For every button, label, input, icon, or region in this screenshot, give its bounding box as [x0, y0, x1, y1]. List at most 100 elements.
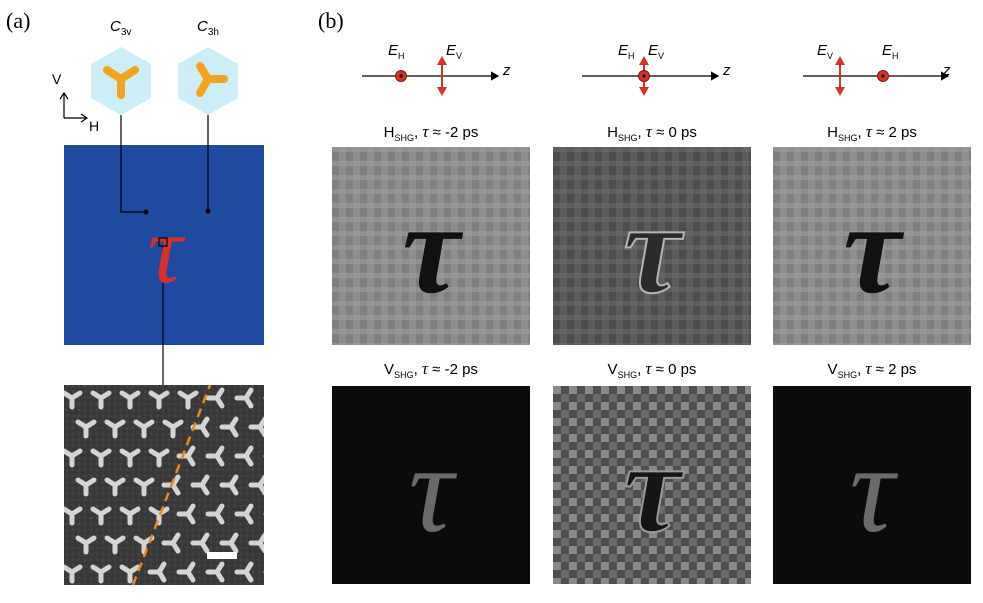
diagram-1 [362, 56, 500, 96]
axis-label-h: H [89, 118, 100, 134]
diagram-1-axis-z: z [503, 62, 511, 79]
hexagon-c3h-icon [178, 47, 238, 115]
sem-trimer [263, 569, 264, 575]
ev-double-arrow-icon [835, 56, 845, 96]
label-c3v: C3v [110, 18, 132, 38]
sem-trimer [219, 532, 239, 554]
sem-trimer [280, 419, 294, 435]
sem-trimer [90, 564, 112, 584]
sem-trimer [263, 453, 264, 459]
shg-image-h-plus2: τ [773, 147, 971, 345]
svg-text:τ: τ [623, 416, 684, 560]
sem-trimer [90, 506, 112, 526]
sem-trimer [263, 511, 264, 517]
tau-sample-glyph: τ [148, 196, 186, 303]
sem-trimer [190, 474, 210, 496]
sem-trimer [119, 390, 141, 410]
sem-trimer [75, 535, 97, 555]
panel-b-label: (b) [318, 8, 344, 33]
sem-trimer [119, 564, 141, 584]
sem-trimer [205, 561, 225, 583]
sem-trimer [147, 561, 167, 583]
shg-image-h-0: τ [553, 147, 751, 345]
diagram-3 [803, 56, 950, 96]
axis-label-v: V [52, 71, 62, 87]
diagram-2 [582, 56, 720, 96]
panel-a-label: (a) [6, 8, 31, 33]
sem-trimer [133, 477, 155, 497]
sem-trimer [234, 561, 254, 583]
sem-trimer [119, 448, 141, 468]
sem-trimer [219, 416, 239, 438]
scale-bar [207, 552, 237, 559]
sem-trimer [64, 506, 83, 526]
caption-v-shg-minus2: VSHG, τ ≈ -2 ps [384, 359, 478, 380]
caption-h-shg-plus2: HSHG, τ ≈ 2 ps [827, 122, 917, 143]
sem-trimer [75, 477, 97, 497]
sem-trimer [133, 419, 155, 439]
connector-lines [120, 115, 209, 385]
hexagon-c3v-icon [91, 47, 151, 115]
diagram-3-label-first: EV [817, 42, 834, 61]
sem-trimer [90, 448, 112, 468]
sem-trimer [176, 503, 196, 525]
shg-image-v-0: τ [553, 386, 751, 584]
polarization-diagrams [362, 56, 950, 96]
diagram-3-axis-z: z [943, 62, 951, 79]
svg-text:τ: τ [843, 177, 904, 321]
sem-trimer [161, 532, 181, 554]
sem-trimer [104, 477, 126, 497]
shg-image-v-plus2: τ [773, 386, 971, 584]
sem-trimer [219, 474, 239, 496]
svg-text:τ: τ [402, 177, 463, 321]
sem-trimer [234, 445, 254, 467]
sem-trimer [234, 387, 254, 409]
sem-trimer [90, 390, 112, 410]
caption-v-shg-plus2: VSHG, τ ≈ 2 ps [827, 359, 917, 380]
sem-trimer [176, 561, 196, 583]
panel-a-figure: τ [59, 47, 294, 585]
sem-trimer [190, 532, 210, 554]
sem-trimer [234, 503, 254, 525]
sem-trimer [177, 390, 199, 410]
diagram-3-label-second: EH [882, 42, 899, 61]
sem-trimer [205, 445, 225, 467]
sem-trimer [64, 564, 83, 584]
diagram-2-label-second: EV [648, 42, 665, 61]
label-c3h: C3h [197, 18, 219, 38]
sem-trimer [263, 395, 264, 401]
sem-trimer [148, 448, 170, 468]
ev-double-arrow-icon [437, 56, 447, 96]
diagram-2-axis-z: z [723, 62, 731, 79]
sem-trimer [104, 419, 126, 439]
sem-trimer [205, 387, 225, 409]
sem-trimer [75, 419, 97, 439]
zoom-marker [158, 237, 168, 247]
sem-trimer [280, 535, 294, 551]
sem-trimer [248, 416, 264, 438]
sem-trimer [248, 532, 264, 554]
svg-text:τ: τ [409, 421, 458, 559]
shg-image-h-minus2: τ [332, 147, 530, 345]
domain-boundary-dashed-line [131, 385, 212, 585]
sem-trimer [119, 506, 141, 526]
sem-trimer [162, 419, 184, 439]
shg-image-v-minus2: τ [332, 386, 530, 584]
sem-trimer [104, 535, 126, 555]
sem-trimer [148, 390, 170, 410]
substrate-square [64, 145, 264, 345]
sem-trimer-array [64, 387, 294, 584]
svg-text:τ: τ [623, 177, 684, 321]
sem-trimer [248, 474, 264, 496]
sem-trimer [205, 503, 225, 525]
sem-trimer [64, 390, 83, 410]
diagram-1-label-first: EH [388, 42, 405, 61]
sem-trimer [280, 477, 294, 493]
svg-text:τ: τ [850, 421, 899, 559]
caption-v-shg-0: VSHG, τ ≈ 0 ps [607, 359, 697, 380]
caption-h-shg-0: HSHG, τ ≈ 0 ps [607, 122, 697, 143]
diagram-2-label-first: EH [618, 42, 635, 61]
caption-h-shg-minus2: HSHG, τ ≈ -2 ps [383, 122, 479, 143]
sem-trimer [64, 448, 83, 468]
diagram-1-label-second: EV [446, 42, 463, 61]
